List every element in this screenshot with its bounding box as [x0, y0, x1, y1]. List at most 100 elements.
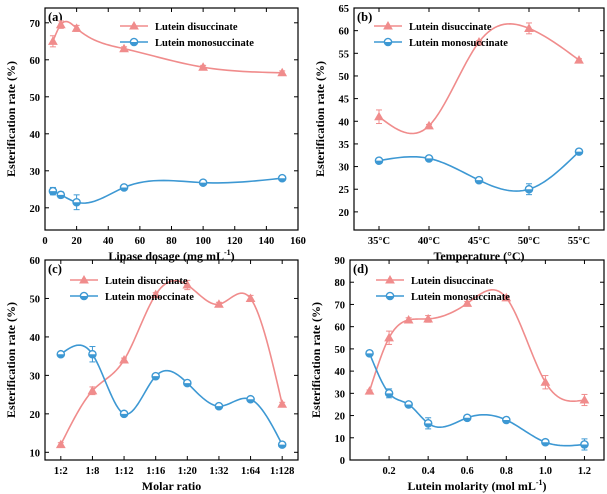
legend-marker-triangle	[79, 274, 89, 284]
data-point-half-fill	[278, 444, 286, 449]
data-point-triangle	[462, 298, 473, 307]
x-tick-label: 40°C	[418, 236, 440, 247]
data-point-half-fill	[405, 404, 413, 409]
series-disuccinate	[364, 289, 590, 407]
data-point-triangle	[55, 439, 66, 449]
y-tick-label: 40	[30, 130, 41, 141]
data-point-half-fill	[385, 393, 393, 397]
x-tick-label: 140	[259, 236, 275, 247]
y-tick-label: 80	[335, 278, 346, 289]
data-point-half-fill	[57, 354, 65, 358]
data-point-triangle	[574, 55, 584, 64]
y-axis-title: Esterification rate (%)	[4, 302, 18, 418]
x-tick-label: 1:128	[270, 466, 295, 477]
x-tick-label: 1:64	[241, 466, 261, 477]
x-tick-label: 1:16	[146, 466, 165, 477]
x-tick-label: 60	[135, 236, 146, 247]
legend-label: Lutein disuccinate	[155, 22, 238, 33]
legend-marker-triangle	[129, 20, 139, 30]
y-tick-label: 50	[30, 93, 41, 104]
y-tick-label: 30	[339, 163, 350, 174]
data-point-triangle	[364, 386, 375, 395]
data-point-half-fill	[183, 383, 191, 387]
x-tick-label: 35°C	[368, 236, 390, 247]
data-point-half-fill	[541, 442, 549, 446]
y-tick-label: 55	[339, 49, 350, 60]
series-disuccinate	[55, 279, 288, 449]
y-tick-label: 65	[339, 4, 350, 15]
series-line	[60, 344, 283, 445]
x-tick-label: 80	[166, 236, 177, 247]
data-point-triangle	[198, 62, 209, 71]
data-point-half-fill	[475, 180, 483, 184]
y-tick-label: 40	[335, 367, 346, 378]
data-point-triangle	[119, 354, 129, 364]
data-point-triangle	[277, 67, 288, 77]
data-point-triangle	[384, 332, 394, 342]
series-monosuccinate	[365, 349, 589, 451]
data-point-triangle	[119, 43, 129, 53]
panel-label: (c)	[48, 262, 62, 276]
legend: Lutein disuccinate Lutein monosuccinate	[374, 20, 508, 49]
y-tick-label: 50	[30, 294, 41, 305]
panel-label: (b)	[357, 10, 372, 24]
x-tick-label: 100	[195, 236, 211, 247]
y-tick-label: 20	[30, 410, 41, 421]
series-line	[368, 289, 585, 403]
series-monosuccinate	[48, 173, 287, 211]
legend-label: Lutein disuccinate	[105, 276, 188, 287]
x-tick-label: 160	[290, 236, 306, 247]
y-tick-label: 60	[339, 27, 350, 38]
data-point-triangle	[277, 399, 288, 408]
data-point-triangle	[87, 385, 98, 395]
y-tick-label: 60	[30, 256, 41, 267]
data-point-triangle	[424, 120, 434, 130]
legend: Lutein disuccinate Lutein monosuccinate	[120, 20, 254, 49]
y-tick-label: 30	[335, 389, 346, 400]
data-point-triangle	[423, 313, 434, 323]
data-point-half-fill	[580, 444, 589, 449]
y-tick-label: 70	[335, 300, 346, 311]
legend-label: Lutein monosuccinate	[409, 38, 508, 49]
plot-frame	[349, 259, 605, 461]
data-point-triangle	[245, 293, 256, 303]
data-point-triangle	[71, 23, 82, 32]
chart-panel-1: (a)0 20 40 60 80 100 120 140 160203040506070Lipa…	[4, 7, 306, 263]
data-point-triangle	[55, 19, 66, 29]
x-tick-label: 1:20	[178, 466, 197, 477]
y-tick-label: 25	[339, 185, 350, 196]
x-tick-label: 55°C	[568, 236, 590, 247]
y-tick-label: 20	[30, 204, 41, 215]
data-point-half-fill	[502, 420, 510, 424]
series-disuccinate	[374, 22, 584, 135]
data-point-half-fill	[424, 423, 432, 427]
y-tick-label: 20	[339, 208, 350, 219]
data-point-half-fill	[525, 189, 533, 193]
data-point-triangle	[182, 279, 193, 289]
y-tick-label: 60	[335, 323, 346, 334]
y-tick-label: 90	[335, 256, 346, 267]
data-point-half-fill	[425, 158, 433, 163]
legend: Lutein disuccinate Lutein monosuccinate	[376, 274, 510, 303]
y-axis-title: Esterification rate (%)	[309, 302, 323, 418]
y-tick-label: 45	[339, 95, 350, 106]
data-point-half-fill	[278, 178, 286, 182]
data-point-half-fill	[463, 417, 471, 422]
x-tick-label: 0.8	[500, 466, 513, 477]
y-tick-label: 40	[30, 333, 41, 344]
data-point-half-fill	[215, 406, 223, 410]
series-line	[378, 151, 580, 192]
x-tick-label: 50°C	[518, 236, 540, 247]
x-tick-label: 1:2	[54, 466, 68, 477]
panel-label: (d)	[353, 262, 368, 276]
series-disuccinate	[48, 19, 288, 77]
legend-marker-half-fill	[130, 42, 138, 46]
data-point-half-fill	[575, 151, 583, 156]
data-point-half-fill	[73, 202, 81, 206]
y-tick-label: 60	[30, 56, 41, 67]
legend-marker-half-fill	[384, 42, 392, 46]
series-monosuccinate	[374, 147, 584, 196]
x-tick-label: 120	[227, 236, 243, 247]
y-tick-label: 10	[335, 434, 346, 445]
